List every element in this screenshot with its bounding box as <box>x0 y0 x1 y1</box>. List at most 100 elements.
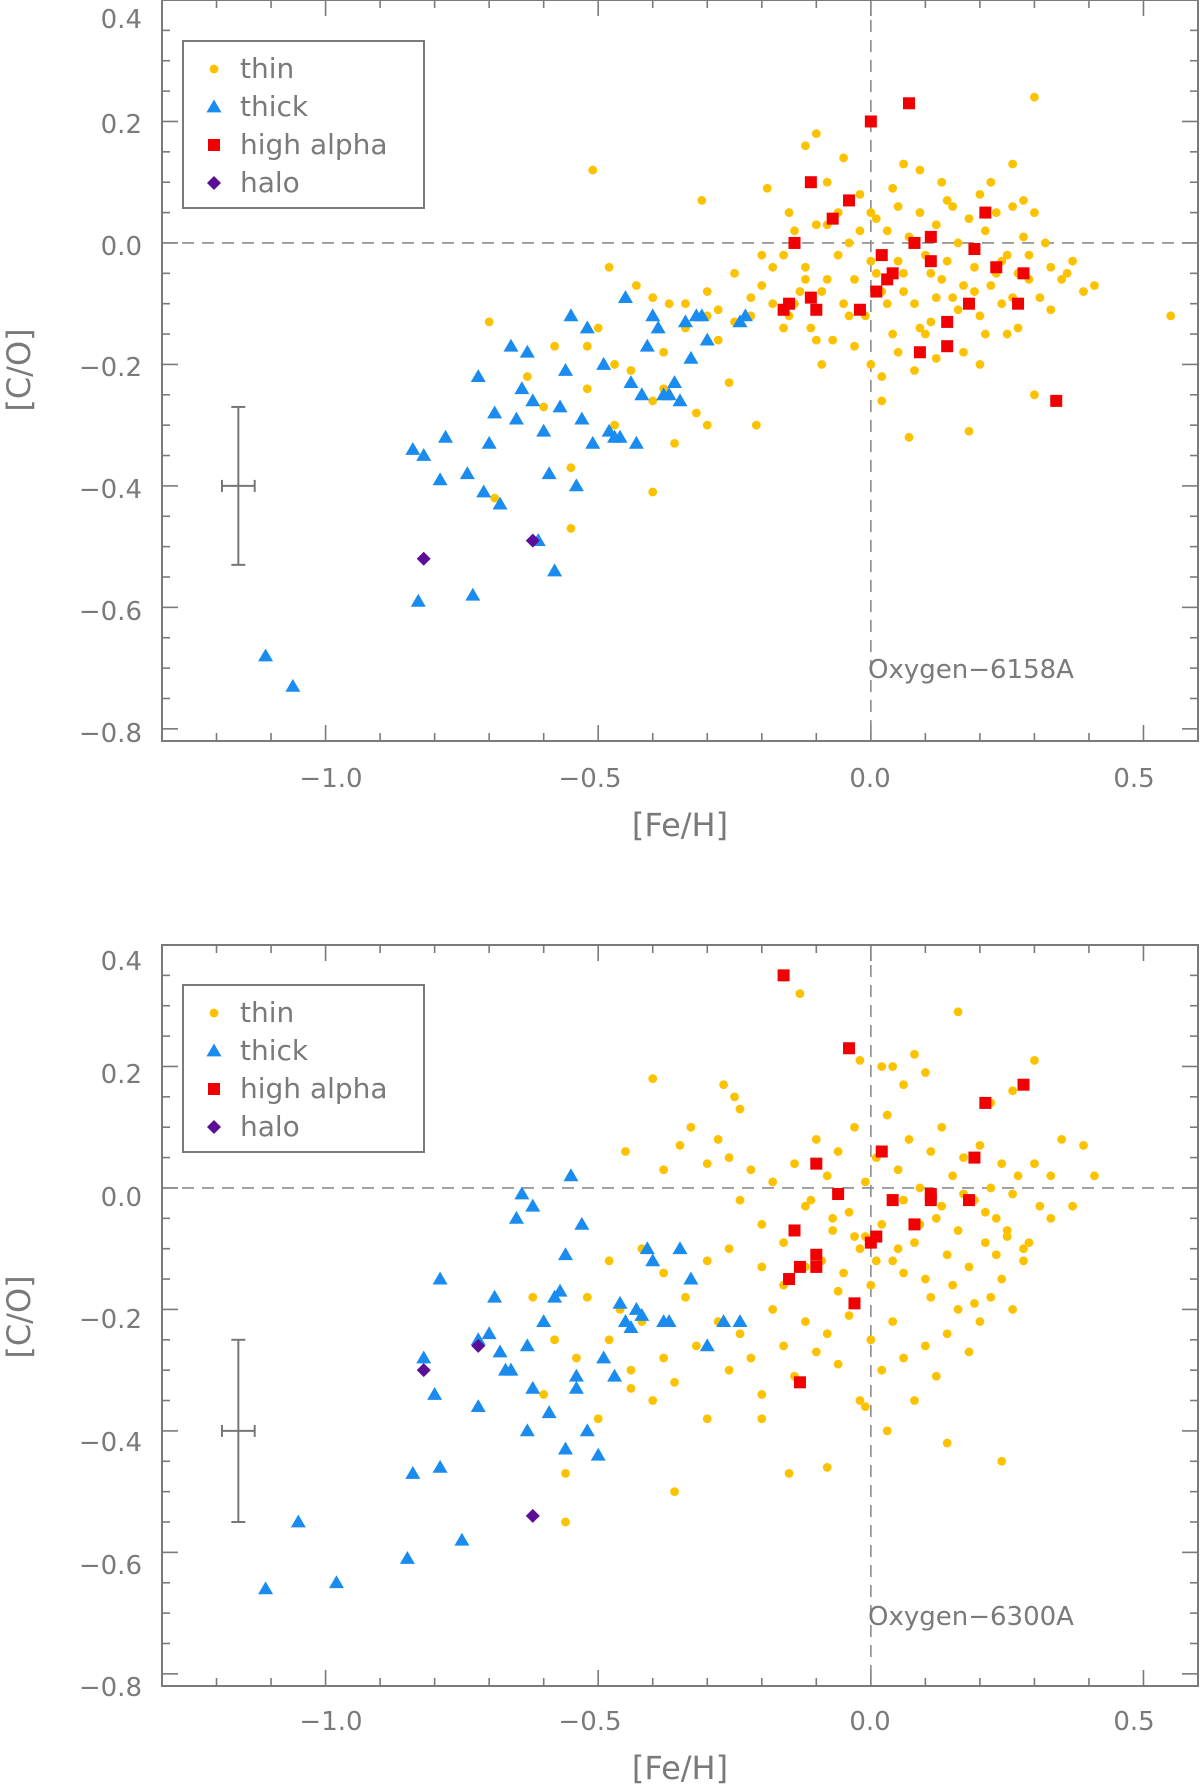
thick-point <box>661 1314 677 1327</box>
thick-point <box>590 1447 606 1461</box>
thick-point <box>492 1344 508 1358</box>
thin-point <box>566 524 576 533</box>
thin-point <box>877 1219 887 1229</box>
thin-point <box>942 196 952 205</box>
high-alpha-point <box>870 1230 883 1243</box>
series-thick <box>258 290 753 692</box>
thin-point <box>937 1201 947 1211</box>
thin-point <box>893 1244 903 1254</box>
x-tick-label: 0.5 <box>1113 1707 1154 1737</box>
thin-point <box>795 287 805 296</box>
thin-point <box>822 274 832 284</box>
thin-point <box>850 274 859 284</box>
thin-point <box>970 287 979 296</box>
thin-point <box>942 256 952 266</box>
thin-point <box>1046 305 1056 315</box>
error-bar <box>220 405 256 566</box>
thin-point <box>980 226 990 236</box>
thin-point <box>855 1056 865 1065</box>
thin-point <box>948 202 958 211</box>
thin-point <box>702 287 712 296</box>
high-alpha-point <box>962 1194 975 1207</box>
y-tick-label: 0.2 <box>101 110 142 140</box>
thin-point <box>822 1171 832 1181</box>
y-tick-label: 0.0 <box>101 1183 142 1213</box>
thin-point <box>1030 390 1039 400</box>
high-alpha-point <box>886 1194 899 1207</box>
thin-point <box>1019 1256 1028 1266</box>
thick-point <box>405 1465 421 1479</box>
halo-point <box>525 1508 540 1523</box>
thin-point <box>1079 1141 1088 1150</box>
thin-point <box>713 335 723 345</box>
thin-point <box>1019 1244 1028 1254</box>
x-axis-label: [Fe/H] <box>632 806 728 844</box>
thin-point <box>746 1165 756 1175</box>
thin-point <box>910 299 919 309</box>
thick-point <box>410 593 426 607</box>
thin-point <box>953 1007 963 1017</box>
thick-point <box>634 1308 650 1321</box>
thin-point <box>670 438 679 448</box>
x-tick-label: 0.5 <box>1113 764 1154 794</box>
thin-point <box>664 299 674 309</box>
thin-point <box>839 153 848 163</box>
thin-point <box>768 1177 778 1187</box>
thick-point <box>481 435 497 449</box>
thin-point <box>888 1256 898 1266</box>
thin-point <box>920 329 930 339</box>
thin-point <box>860 1177 870 1187</box>
thick-point <box>639 338 655 352</box>
thick-point <box>285 678 301 692</box>
thin-point <box>877 396 887 406</box>
plot-frame <box>161 0 1199 742</box>
thin-point <box>1068 256 1077 266</box>
thin-point <box>817 287 827 296</box>
thick-point <box>650 320 666 334</box>
thin-point <box>659 1165 669 1175</box>
thin-point <box>899 1353 908 1363</box>
legend-markers <box>206 1008 222 1134</box>
high-alpha-point <box>968 1151 981 1164</box>
thick-point <box>508 1210 524 1224</box>
thin-point <box>964 1347 974 1357</box>
x-tick-label: 0.0 <box>849 764 890 794</box>
y-tick-label: 0.0 <box>101 232 142 262</box>
thick-point <box>563 308 579 322</box>
thin-point <box>702 1256 712 1266</box>
high-alpha-point <box>826 212 839 225</box>
thick-point <box>699 332 715 346</box>
thin-point <box>904 1134 914 1144</box>
thick-point <box>694 308 710 322</box>
thick-point <box>487 405 503 419</box>
x-axis-label: [Fe/H] <box>632 1749 728 1787</box>
thin-point <box>877 1062 887 1071</box>
halo-point <box>471 1338 486 1353</box>
thick-point <box>290 1514 306 1528</box>
thin-point <box>724 1244 734 1254</box>
thin-point <box>724 1365 734 1375</box>
thin-point <box>839 1268 848 1278</box>
high-alpha-point <box>788 236 801 249</box>
y-tick-labels: −0.8 −0.6 −0.4 −0.2 0.0 0.2 0.4 <box>79 5 142 749</box>
thin-point <box>691 1341 701 1351</box>
thin-point <box>1057 1134 1067 1144</box>
x-tick-labels: −1.0 −0.5 0.0 0.5 <box>299 764 1154 794</box>
legend-box <box>182 984 425 1153</box>
high-alpha-point <box>886 267 899 280</box>
thin-point <box>882 1426 892 1436</box>
thin-point <box>539 1390 549 1399</box>
thin-point <box>855 1396 865 1405</box>
thin-point <box>648 293 658 303</box>
thin-point <box>631 281 641 290</box>
thin-point <box>997 1456 1007 1466</box>
high-alpha-point <box>941 315 954 328</box>
high-alpha-point <box>810 1157 823 1170</box>
high-alpha-point <box>804 176 817 189</box>
thick-point <box>470 369 486 382</box>
series-thin <box>484 92 1176 533</box>
thin-point <box>975 189 985 199</box>
thick-point <box>432 1271 448 1285</box>
panel-annotation: Oxygen−6300A <box>868 1602 1074 1632</box>
thin-point <box>877 372 887 381</box>
